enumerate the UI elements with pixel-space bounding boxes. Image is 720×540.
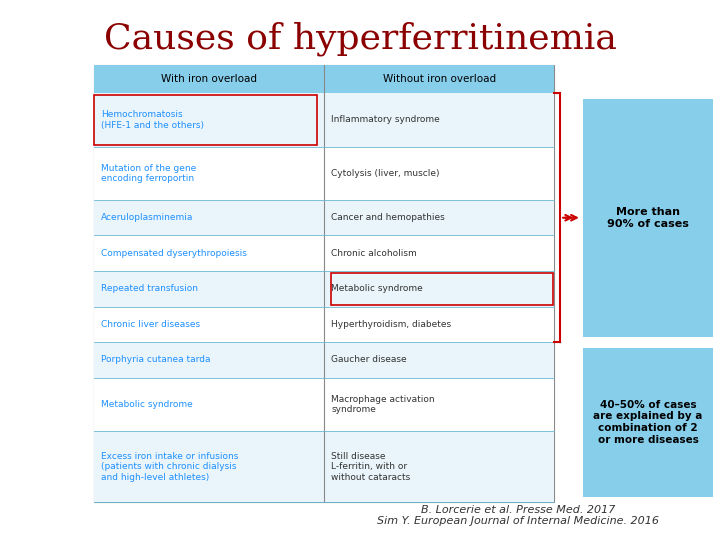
Text: Chronic alcoholism: Chronic alcoholism: [331, 249, 417, 258]
Text: Metabolic syndrome: Metabolic syndrome: [331, 285, 423, 293]
Text: Still disease
L-ferritin, with or
without cataracts: Still disease L-ferritin, with or withou…: [331, 452, 410, 482]
Text: Without iron overload: Without iron overload: [382, 74, 496, 84]
Bar: [94, 65, 554, 93]
Text: Chronic liver diseases: Chronic liver diseases: [101, 320, 200, 329]
Text: Excess iron intake or infusions
(patients with chronic dialysis
and high-level a: Excess iron intake or infusions (patient…: [101, 452, 238, 482]
Text: Repeated transfusion: Repeated transfusion: [101, 285, 198, 293]
Bar: [94, 342, 554, 378]
Text: Aceruloplasminemia: Aceruloplasminemia: [101, 213, 193, 222]
Bar: [94, 200, 554, 235]
Text: B. Lorcerie et al. Presse Med. 2017
Sim Y. European Journal of Internal Medicine: B. Lorcerie et al. Presse Med. 2017 Sim …: [377, 505, 660, 526]
Bar: [94, 307, 554, 342]
Text: 40–50% of cases
are explained by a
combination of 2
or more diseases: 40–50% of cases are explained by a combi…: [593, 400, 703, 444]
Text: Compensated dyserythropoiesis: Compensated dyserythropoiesis: [101, 249, 247, 258]
Text: Gaucher disease: Gaucher disease: [331, 355, 407, 364]
Bar: [94, 93, 554, 146]
Text: Cytolysis (liver, muscle): Cytolysis (liver, muscle): [331, 169, 440, 178]
Text: Inflammatory syndrome: Inflammatory syndrome: [331, 116, 440, 124]
Text: Cancer and hemopathies: Cancer and hemopathies: [331, 213, 445, 222]
Text: Hemochromatosis
(HFE-1 and the others): Hemochromatosis (HFE-1 and the others): [101, 110, 204, 130]
Text: With iron overload: With iron overload: [161, 74, 257, 84]
Bar: [94, 235, 554, 271]
Bar: [331, 273, 553, 305]
Text: More than
90% of cases: More than 90% of cases: [607, 207, 689, 228]
Bar: [94, 146, 554, 200]
Bar: [94, 271, 554, 307]
Text: Causes of hyperferritinemia: Causes of hyperferritinemia: [104, 22, 616, 56]
Text: Mutation of the gene
encoding ferroportin: Mutation of the gene encoding ferroporti…: [101, 164, 196, 183]
Bar: [94, 95, 317, 145]
Bar: [94, 378, 554, 431]
Text: Porphyria cutanea tarda: Porphyria cutanea tarda: [101, 355, 210, 364]
Text: Metabolic syndrome: Metabolic syndrome: [101, 400, 192, 409]
Text: Hyperthyroidism, diabetes: Hyperthyroidism, diabetes: [331, 320, 451, 329]
Text: Macrophage activation
syndrome: Macrophage activation syndrome: [331, 395, 435, 414]
